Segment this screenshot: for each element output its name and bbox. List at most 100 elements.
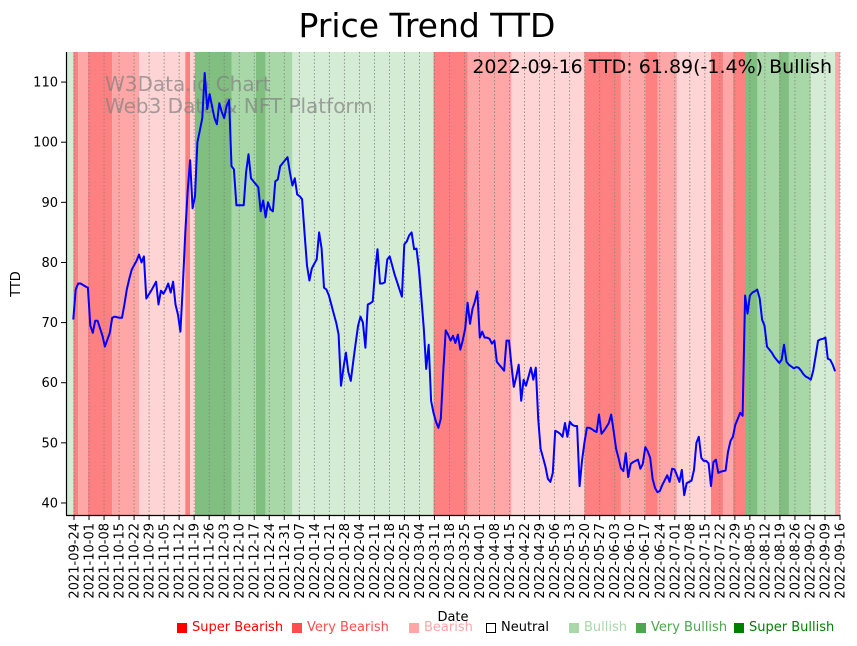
x-tick-label: 2022-04-01 <box>473 523 488 599</box>
x-tick-label: 2022-02-04 <box>353 523 368 599</box>
regime-band-very-bearish <box>645 52 658 515</box>
x-tick-label: 2022-03-18 <box>443 523 458 599</box>
regime-band-bearish <box>467 52 512 515</box>
x-tick-label: 2022-04-08 <box>488 523 503 599</box>
regime-band-bullish-light <box>292 52 434 515</box>
regime-band-bullish-tail <box>779 52 789 515</box>
regime-band-bearish <box>78 52 88 515</box>
watermark: W3Data.io Chart Web3 Data & NFT Platform <box>105 72 373 118</box>
regime-band-bearish <box>723 52 733 515</box>
x-tick-label: 2021-11-26 <box>203 523 218 599</box>
x-tick-label: 2022-06-17 <box>638 523 653 599</box>
legend-item-very-bearish: Very Bearish <box>292 620 389 635</box>
x-tick-label: 2022-03-25 <box>458 523 473 599</box>
legend-swatch-very-bullish <box>636 622 646 633</box>
legend-label: Bullish <box>584 620 628 635</box>
regime-band-bearish <box>620 52 646 515</box>
y-tick-label: 70 <box>41 316 58 331</box>
x-tick-label: 2021-12-24 <box>263 523 278 599</box>
x-tick-label: 2022-08-26 <box>788 523 803 599</box>
y-tick-label: 110 <box>33 76 58 91</box>
x-ticks: 2021-09-24 2021-10-01 2021-10-08 2021-10-15… <box>68 515 849 599</box>
x-tick-label: 2021-11-12 <box>173 523 188 599</box>
y-tick-label: 90 <box>41 196 58 211</box>
legend-item-very-bullish: Very Bullish <box>636 620 727 635</box>
x-tick-label: 2022-02-18 <box>383 523 398 599</box>
x-tick-label: 2022-06-10 <box>623 523 638 599</box>
x-tick-label: 2022-01-14 <box>308 523 323 599</box>
legend-swatch-very-bearish <box>292 622 302 633</box>
legend-swatch-super-bullish <box>734 622 744 633</box>
x-tick-label: 2022-01-07 <box>293 523 308 599</box>
regime-band-very-bullish <box>195 52 232 515</box>
regime-band-bullish-tail <box>745 52 758 515</box>
legend-label: Very Bullish <box>651 620 728 635</box>
legend-item-super-bearish: Super Bearish <box>177 620 283 635</box>
regime-band-very-bearish <box>433 52 468 515</box>
regime-band-very-bearish <box>711 52 724 515</box>
x-tick-label: 2022-01-28 <box>338 523 353 599</box>
x-tick-label: 2021-12-10 <box>233 523 248 599</box>
regime-band-bearish-light <box>190 52 195 515</box>
x-tick-label: 2022-07-29 <box>728 523 743 599</box>
x-tick-label: 2022-05-13 <box>563 523 578 599</box>
x-tick-label: 2022-08-19 <box>773 523 788 599</box>
legend-swatch-super-bearish <box>177 622 187 633</box>
y-tick-label: 100 <box>33 136 58 151</box>
legend-item-super-bullish: Super Bullish <box>734 620 834 635</box>
x-tick-label: 2022-04-29 <box>533 523 548 599</box>
x-tick-label: 2021-10-22 <box>128 523 143 599</box>
x-tick-label: 2022-06-03 <box>608 523 623 599</box>
y-ticks: 40 50 60 70 80 90 100 110 <box>33 76 66 511</box>
regime-band-bullish <box>265 52 293 515</box>
x-tick-label: 2021-10-08 <box>98 523 113 599</box>
y-tick-label: 40 <box>41 496 58 511</box>
x-tick-label: 2022-04-22 <box>518 523 533 599</box>
regime-bands <box>66 52 840 515</box>
x-tick-label: 2021-09-24 <box>68 523 83 599</box>
legend-item-neutral: Neutral <box>486 620 549 635</box>
legend-label: Super Bearish <box>192 620 284 635</box>
x-tick-label: 2021-11-05 <box>158 523 173 599</box>
y-axis-label: TTD <box>9 271 24 298</box>
watermark-line-1: W3Data.io Chart <box>105 72 271 96</box>
x-tick-label: 2022-06-24 <box>653 523 668 599</box>
regime-band-bearish <box>112 52 140 515</box>
latest-price-annotation: 2022-09-16 TTD: 61.89(-1.4%) Bullish <box>472 56 832 78</box>
legend-item-bearish: Bearish <box>409 620 473 635</box>
regime-band-very-bearish <box>87 52 113 515</box>
legend-swatch-bullish <box>569 622 579 633</box>
legend-label: Neutral <box>501 620 549 635</box>
y-tick-label: 50 <box>41 436 58 451</box>
x-tick-label: 2022-05-20 <box>578 523 593 599</box>
x-tick-label: 2022-05-06 <box>548 523 563 599</box>
x-tick-label: 2021-10-15 <box>113 523 128 599</box>
y-tick-label: 60 <box>41 376 58 391</box>
x-tick-label: 2022-02-25 <box>398 523 413 599</box>
x-tick-label: 2022-09-16 <box>834 523 849 599</box>
watermark-line-2: Web3 Data & NFT Platform <box>105 94 373 118</box>
x-tick-label: 2022-03-11 <box>428 523 443 599</box>
x-tick-label: 2021-11-19 <box>188 523 203 599</box>
legend-label: Very Bearish <box>307 620 389 635</box>
legend-item-bullish: Bullish <box>569 620 627 635</box>
x-tick-label: 2022-03-04 <box>413 523 428 599</box>
x-tick-label: 2021-12-31 <box>278 523 293 599</box>
x-tick-label: 2022-07-08 <box>683 523 698 599</box>
x-tick-label: 2022-04-15 <box>503 523 518 599</box>
regime-band-bullish-tail <box>788 52 811 515</box>
legend: Super Bearish Very Bearish Bearish Neutr… <box>0 620 857 640</box>
legend-swatch-bearish <box>409 622 419 633</box>
x-tick-label: 2022-09-02 <box>803 523 818 599</box>
regime-band-bullish <box>231 52 256 515</box>
x-tick-label: 2021-12-17 <box>248 523 263 599</box>
x-tick-label: 2022-07-22 <box>713 523 728 599</box>
x-tick-label: 2022-02-11 <box>368 523 383 599</box>
regime-band-bearish-light <box>676 52 711 515</box>
x-tick-label: 2022-07-15 <box>698 523 713 599</box>
regime-band-bearish <box>657 52 677 515</box>
x-tick-label: 2022-09-09 <box>818 523 833 599</box>
regime-band-very-bullish <box>255 52 266 515</box>
x-axis-label: Date <box>437 610 468 625</box>
